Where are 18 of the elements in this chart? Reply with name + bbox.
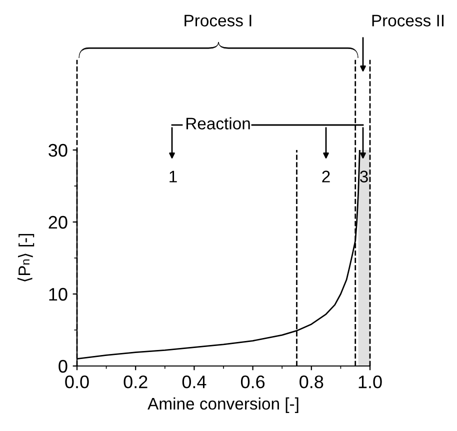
y-tick-label: 30 — [48, 144, 68, 157]
x-tick-label: 0.8 — [300, 376, 324, 388]
y-tick-label: 0 — [58, 360, 68, 373]
y-axis-title: ⟨Pn⟩ [-] — [17, 234, 34, 282]
x-tick-label: 1.0 — [358, 376, 382, 388]
annotation: 3 — [360, 170, 368, 182]
y-tick-label: 20 — [48, 216, 68, 229]
x-axis-title: Amine conversion [-] — [148, 397, 298, 413]
annotation: 2 — [322, 170, 330, 182]
text: Process I — [184, 14, 252, 26]
text: Process II — [372, 14, 444, 26]
x-tick-label: 0.2 — [124, 376, 148, 388]
x-tick-label: 0.4 — [182, 376, 206, 388]
y-tick-label: 10 — [49, 288, 68, 301]
text: Reaction — [186, 117, 250, 130]
x-tick-label: 0.0 — [65, 376, 89, 388]
annotation: 1 — [170, 170, 177, 182]
x-tick-label: 0.6 — [240, 376, 265, 388]
